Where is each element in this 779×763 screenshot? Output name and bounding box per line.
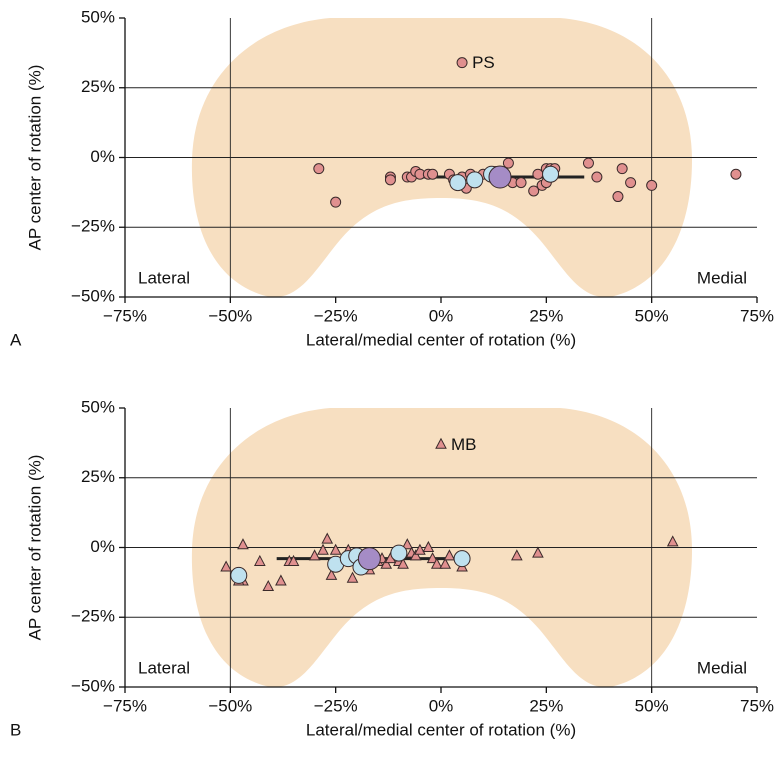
point bbox=[467, 172, 483, 188]
x-tick-label: 0% bbox=[429, 306, 454, 325]
x-tick-label: 75% bbox=[740, 306, 774, 325]
x-tick-label: 25% bbox=[529, 306, 563, 325]
annotation: PS bbox=[472, 53, 495, 72]
point bbox=[314, 164, 324, 174]
point bbox=[489, 166, 511, 188]
x-tick-label: −25% bbox=[314, 306, 358, 325]
y-tick-label: −25% bbox=[71, 607, 115, 626]
panel-label: B bbox=[10, 720, 21, 739]
point bbox=[358, 548, 380, 570]
x-tick-label: −75% bbox=[103, 306, 147, 325]
annotation: MB bbox=[451, 435, 477, 454]
point bbox=[428, 169, 438, 179]
y-tick-label: 0% bbox=[90, 537, 115, 556]
point bbox=[516, 178, 526, 188]
point bbox=[592, 172, 602, 182]
point bbox=[457, 58, 467, 68]
y-tick-label: 0% bbox=[90, 147, 115, 166]
corner-label: Medial bbox=[697, 658, 747, 677]
corner-label: Lateral bbox=[138, 658, 190, 677]
corner-label: Medial bbox=[697, 268, 747, 287]
point bbox=[391, 545, 407, 561]
corner-label: Lateral bbox=[138, 268, 190, 287]
x-tick-label: −25% bbox=[314, 696, 358, 715]
point bbox=[454, 551, 470, 567]
y-tick-label: 25% bbox=[81, 77, 115, 96]
chart: −75%−50%−25%0%25%50%75%−50%−25%0%25%50%L… bbox=[0, 0, 779, 763]
y-tick-label: −25% bbox=[71, 217, 115, 236]
y-tick-label: 50% bbox=[81, 7, 115, 26]
x-tick-label: −75% bbox=[103, 696, 147, 715]
panel-label: A bbox=[10, 330, 22, 349]
point bbox=[385, 175, 395, 185]
point bbox=[583, 158, 593, 168]
point bbox=[331, 197, 341, 207]
x-axis-label: Lateral/medial center of rotation (%) bbox=[306, 720, 576, 739]
y-tick-label: 50% bbox=[81, 397, 115, 416]
point bbox=[503, 158, 513, 168]
point bbox=[450, 175, 466, 191]
x-tick-label: 50% bbox=[635, 306, 669, 325]
point bbox=[617, 164, 627, 174]
x-tick-label: 50% bbox=[635, 696, 669, 715]
point bbox=[731, 169, 741, 179]
point bbox=[543, 166, 559, 182]
x-tick-label: 0% bbox=[429, 696, 454, 715]
y-axis-label: AP center of rotation (%) bbox=[25, 455, 44, 641]
point bbox=[626, 178, 636, 188]
x-tick-label: −50% bbox=[208, 696, 252, 715]
x-axis-label: Lateral/medial center of rotation (%) bbox=[306, 330, 576, 349]
x-tick-label: 75% bbox=[740, 696, 774, 715]
point bbox=[613, 192, 623, 202]
y-tick-label: 25% bbox=[81, 467, 115, 486]
y-axis-label: AP center of rotation (%) bbox=[25, 65, 44, 251]
point bbox=[647, 180, 657, 190]
x-tick-label: −50% bbox=[208, 306, 252, 325]
y-tick-label: −50% bbox=[71, 676, 115, 695]
x-tick-label: 25% bbox=[529, 696, 563, 715]
point bbox=[231, 567, 247, 583]
y-tick-label: −50% bbox=[71, 286, 115, 305]
